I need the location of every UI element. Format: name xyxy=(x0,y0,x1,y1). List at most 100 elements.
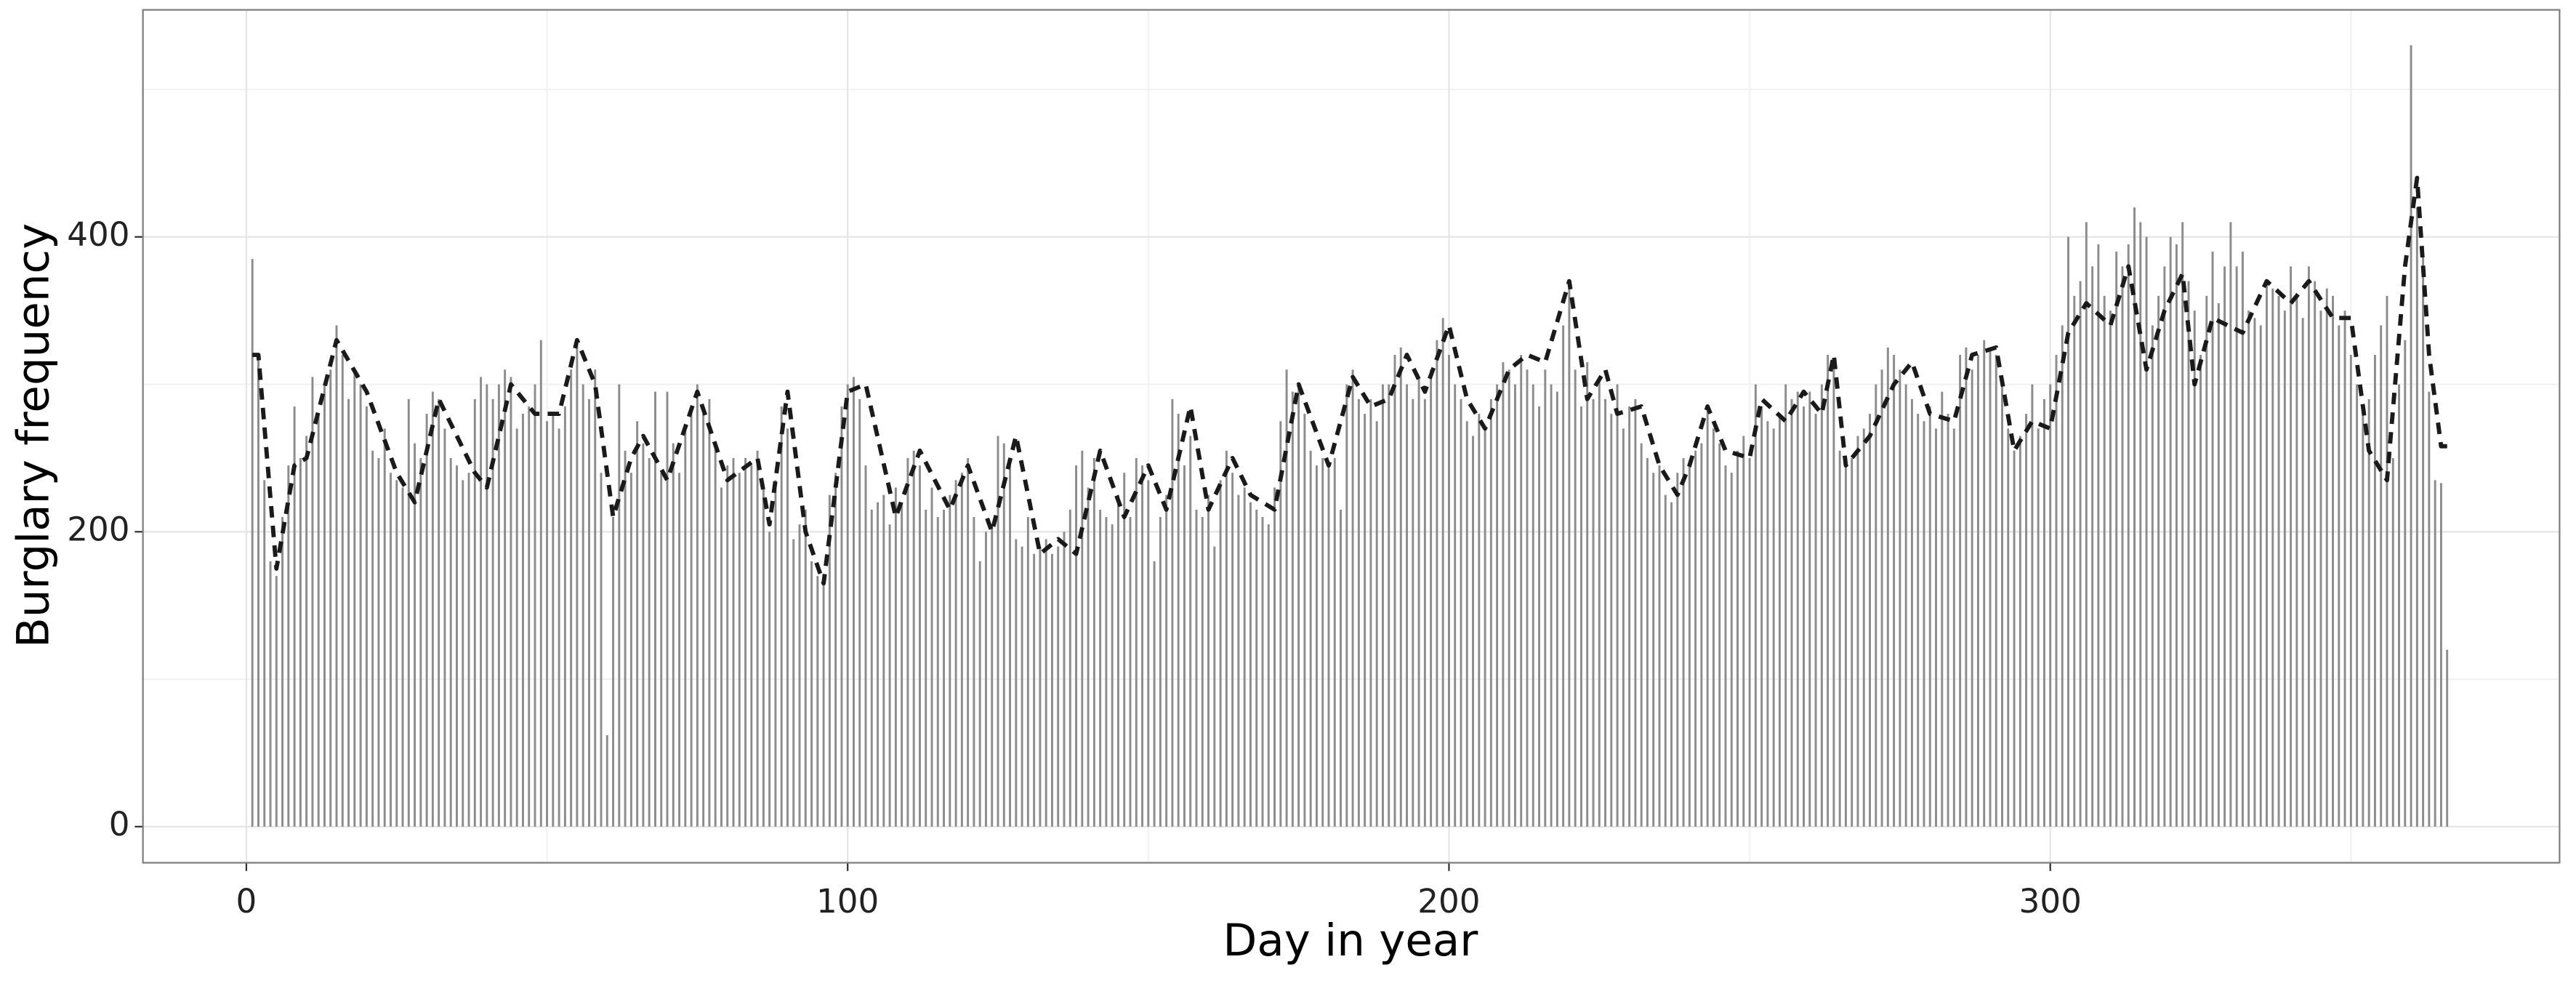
bar xyxy=(1171,398,1174,827)
x-tick-label: 0 xyxy=(236,882,257,921)
bar xyxy=(1904,384,1907,827)
bar xyxy=(2103,295,2106,827)
bar xyxy=(1369,398,1372,827)
bar xyxy=(2025,414,2028,827)
bar xyxy=(2428,391,2431,827)
bar xyxy=(317,414,320,827)
bar xyxy=(1827,355,1830,827)
bar xyxy=(1002,443,1005,827)
bar xyxy=(1820,384,1823,827)
bar xyxy=(1995,355,1997,827)
bar xyxy=(486,384,488,827)
bar xyxy=(1021,546,1023,827)
bar xyxy=(1279,421,1282,827)
bar xyxy=(1423,398,1426,827)
bar xyxy=(1748,457,1751,827)
bar xyxy=(1640,443,1643,827)
bar xyxy=(1670,502,1673,827)
bar xyxy=(2415,207,2418,827)
bar xyxy=(1393,355,1396,827)
bar xyxy=(1159,517,1162,827)
bar xyxy=(2055,355,2058,827)
bar xyxy=(1724,465,1727,827)
bar xyxy=(2283,310,2286,827)
bar xyxy=(1736,450,1739,827)
bar xyxy=(2373,355,2376,827)
bar xyxy=(323,384,326,827)
bar xyxy=(1742,436,1745,827)
bar xyxy=(2295,295,2298,827)
bar xyxy=(1622,428,1625,827)
bar xyxy=(1063,532,1066,827)
bar xyxy=(2031,384,2034,827)
bar xyxy=(2241,252,2244,827)
y-axis-title: Burglary frequency xyxy=(7,223,59,648)
bar xyxy=(1875,384,1877,827)
bar xyxy=(2253,318,2256,827)
bar xyxy=(786,428,789,827)
bar xyxy=(1923,421,1925,827)
bar xyxy=(2217,303,2220,827)
bar xyxy=(967,457,970,827)
bar xyxy=(1267,524,1270,827)
bar xyxy=(984,532,987,827)
y-tick-label: 200 xyxy=(67,510,129,548)
bar xyxy=(581,384,584,827)
bar xyxy=(2235,266,2238,827)
bar xyxy=(1285,369,1288,827)
bar xyxy=(1579,406,1582,827)
y-tick-label: 0 xyxy=(109,805,130,843)
bar xyxy=(2175,244,2178,827)
bar xyxy=(539,340,542,827)
bar xyxy=(882,494,885,827)
bar xyxy=(480,377,483,827)
bar xyxy=(2133,207,2136,827)
bar xyxy=(708,398,711,827)
bar xyxy=(1478,414,1481,827)
bar xyxy=(678,473,681,827)
bar xyxy=(1976,355,1979,827)
bar xyxy=(1075,465,1078,827)
bar xyxy=(1123,473,1126,827)
bar xyxy=(1225,450,1228,827)
bar xyxy=(943,509,946,827)
bar xyxy=(1952,428,1955,827)
bar xyxy=(1959,355,1962,827)
bar xyxy=(431,391,434,827)
bar xyxy=(702,414,705,827)
bar xyxy=(804,509,807,827)
trend-line xyxy=(252,175,2447,586)
bar xyxy=(2362,414,2364,827)
bar xyxy=(515,428,518,827)
bar xyxy=(653,391,656,827)
bar xyxy=(1303,414,1306,827)
bar xyxy=(846,384,849,827)
bar xyxy=(1417,377,1420,827)
bar xyxy=(1989,347,1992,827)
bar xyxy=(1604,398,1607,827)
bar xyxy=(629,473,632,827)
bar xyxy=(1778,414,1781,827)
bar xyxy=(1009,457,1012,827)
bar xyxy=(473,398,476,827)
bar xyxy=(1045,539,1047,827)
bar xyxy=(978,561,981,827)
bar xyxy=(1928,406,1931,827)
bar xyxy=(660,473,663,827)
bar xyxy=(2211,252,2214,827)
bar xyxy=(1598,377,1601,827)
bar xyxy=(2367,398,2370,827)
bar xyxy=(762,487,765,827)
bar xyxy=(864,465,867,827)
bar xyxy=(1784,384,1787,827)
bar xyxy=(852,377,855,827)
bar xyxy=(1237,494,1240,827)
bar xyxy=(1538,406,1541,827)
bar xyxy=(1676,473,1679,827)
bar xyxy=(792,539,795,827)
bar xyxy=(281,517,284,827)
bar xyxy=(648,457,651,827)
bar xyxy=(1838,450,1841,827)
bar xyxy=(612,517,615,827)
bar xyxy=(2410,45,2412,827)
